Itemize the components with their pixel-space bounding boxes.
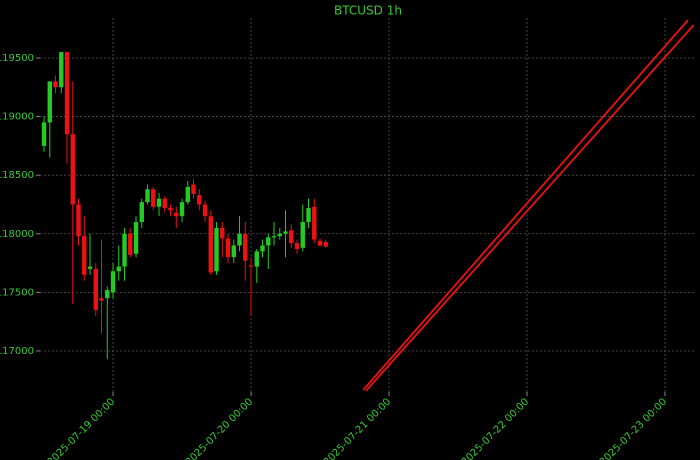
candle-body xyxy=(237,233,242,246)
x-tick-label: 2025-07-20 00:00 xyxy=(184,396,256,460)
candle-body xyxy=(151,189,156,207)
candle-body xyxy=(202,204,208,217)
trend-line xyxy=(365,24,695,392)
candle-body xyxy=(162,198,167,208)
y-tick-label: 119500 xyxy=(0,53,34,64)
candle-body xyxy=(128,233,133,255)
x-tick-label: 2025-07-21 00:00 xyxy=(322,396,394,460)
candle-body xyxy=(59,52,64,88)
y-tick-label: 119000 xyxy=(0,112,34,123)
candle-body xyxy=(271,236,277,238)
y-tick-label: 117000 xyxy=(0,346,34,357)
candle-body xyxy=(197,195,202,205)
candle-body xyxy=(283,231,288,234)
candle-body xyxy=(214,227,219,272)
candle-body xyxy=(139,202,144,223)
candle-body xyxy=(41,122,47,146)
candle-body xyxy=(300,222,305,248)
candle-body xyxy=(260,245,265,252)
candle-body xyxy=(70,134,75,205)
x-tick-label: 2025-07-19 00:00 xyxy=(46,396,118,460)
x-tick-label: 2025-07-23 00:00 xyxy=(598,396,670,460)
candle-body xyxy=(179,202,185,217)
candle-body xyxy=(47,81,52,123)
candle-body xyxy=(248,265,254,267)
candle-body xyxy=(289,230,294,244)
candle-body xyxy=(122,233,127,267)
candle-body xyxy=(208,216,213,273)
candle-body xyxy=(76,204,81,237)
candle-body xyxy=(231,245,236,258)
candle-body xyxy=(294,243,300,250)
candle-body xyxy=(277,233,282,237)
candle-body xyxy=(99,298,104,301)
candle-body xyxy=(306,207,311,223)
y-tick-label: 117500 xyxy=(0,287,34,298)
candle-body xyxy=(53,81,58,88)
y-tick-label: 118500 xyxy=(0,170,34,181)
candle-body xyxy=(93,268,98,310)
candle-body xyxy=(156,198,162,207)
candle-body xyxy=(312,206,317,240)
x-tick-label: 2025-07-22 00:00 xyxy=(460,396,532,460)
candle-body xyxy=(243,233,248,261)
candle-body xyxy=(87,266,93,269)
candle-body xyxy=(168,207,173,211)
y-tick-label: 118000 xyxy=(0,229,34,240)
candle-body xyxy=(220,227,225,239)
candle-body xyxy=(317,240,323,246)
candle-body xyxy=(254,251,259,267)
candle-body xyxy=(266,237,271,246)
candle-body xyxy=(64,52,70,135)
trend-lines xyxy=(362,19,695,392)
trend-line xyxy=(362,19,689,391)
candle-body xyxy=(185,186,190,203)
candle-body xyxy=(225,238,231,258)
candle-body xyxy=(133,222,139,254)
candle-body xyxy=(323,241,328,247)
candle-body xyxy=(110,271,116,293)
candle-body xyxy=(82,236,87,275)
candle-body xyxy=(174,212,179,217)
candle-body xyxy=(105,290,110,299)
candle-body xyxy=(191,184,196,194)
chart-title: BTCUSD 1h xyxy=(334,4,402,18)
candle-body xyxy=(116,266,121,272)
candle-body xyxy=(145,189,150,203)
